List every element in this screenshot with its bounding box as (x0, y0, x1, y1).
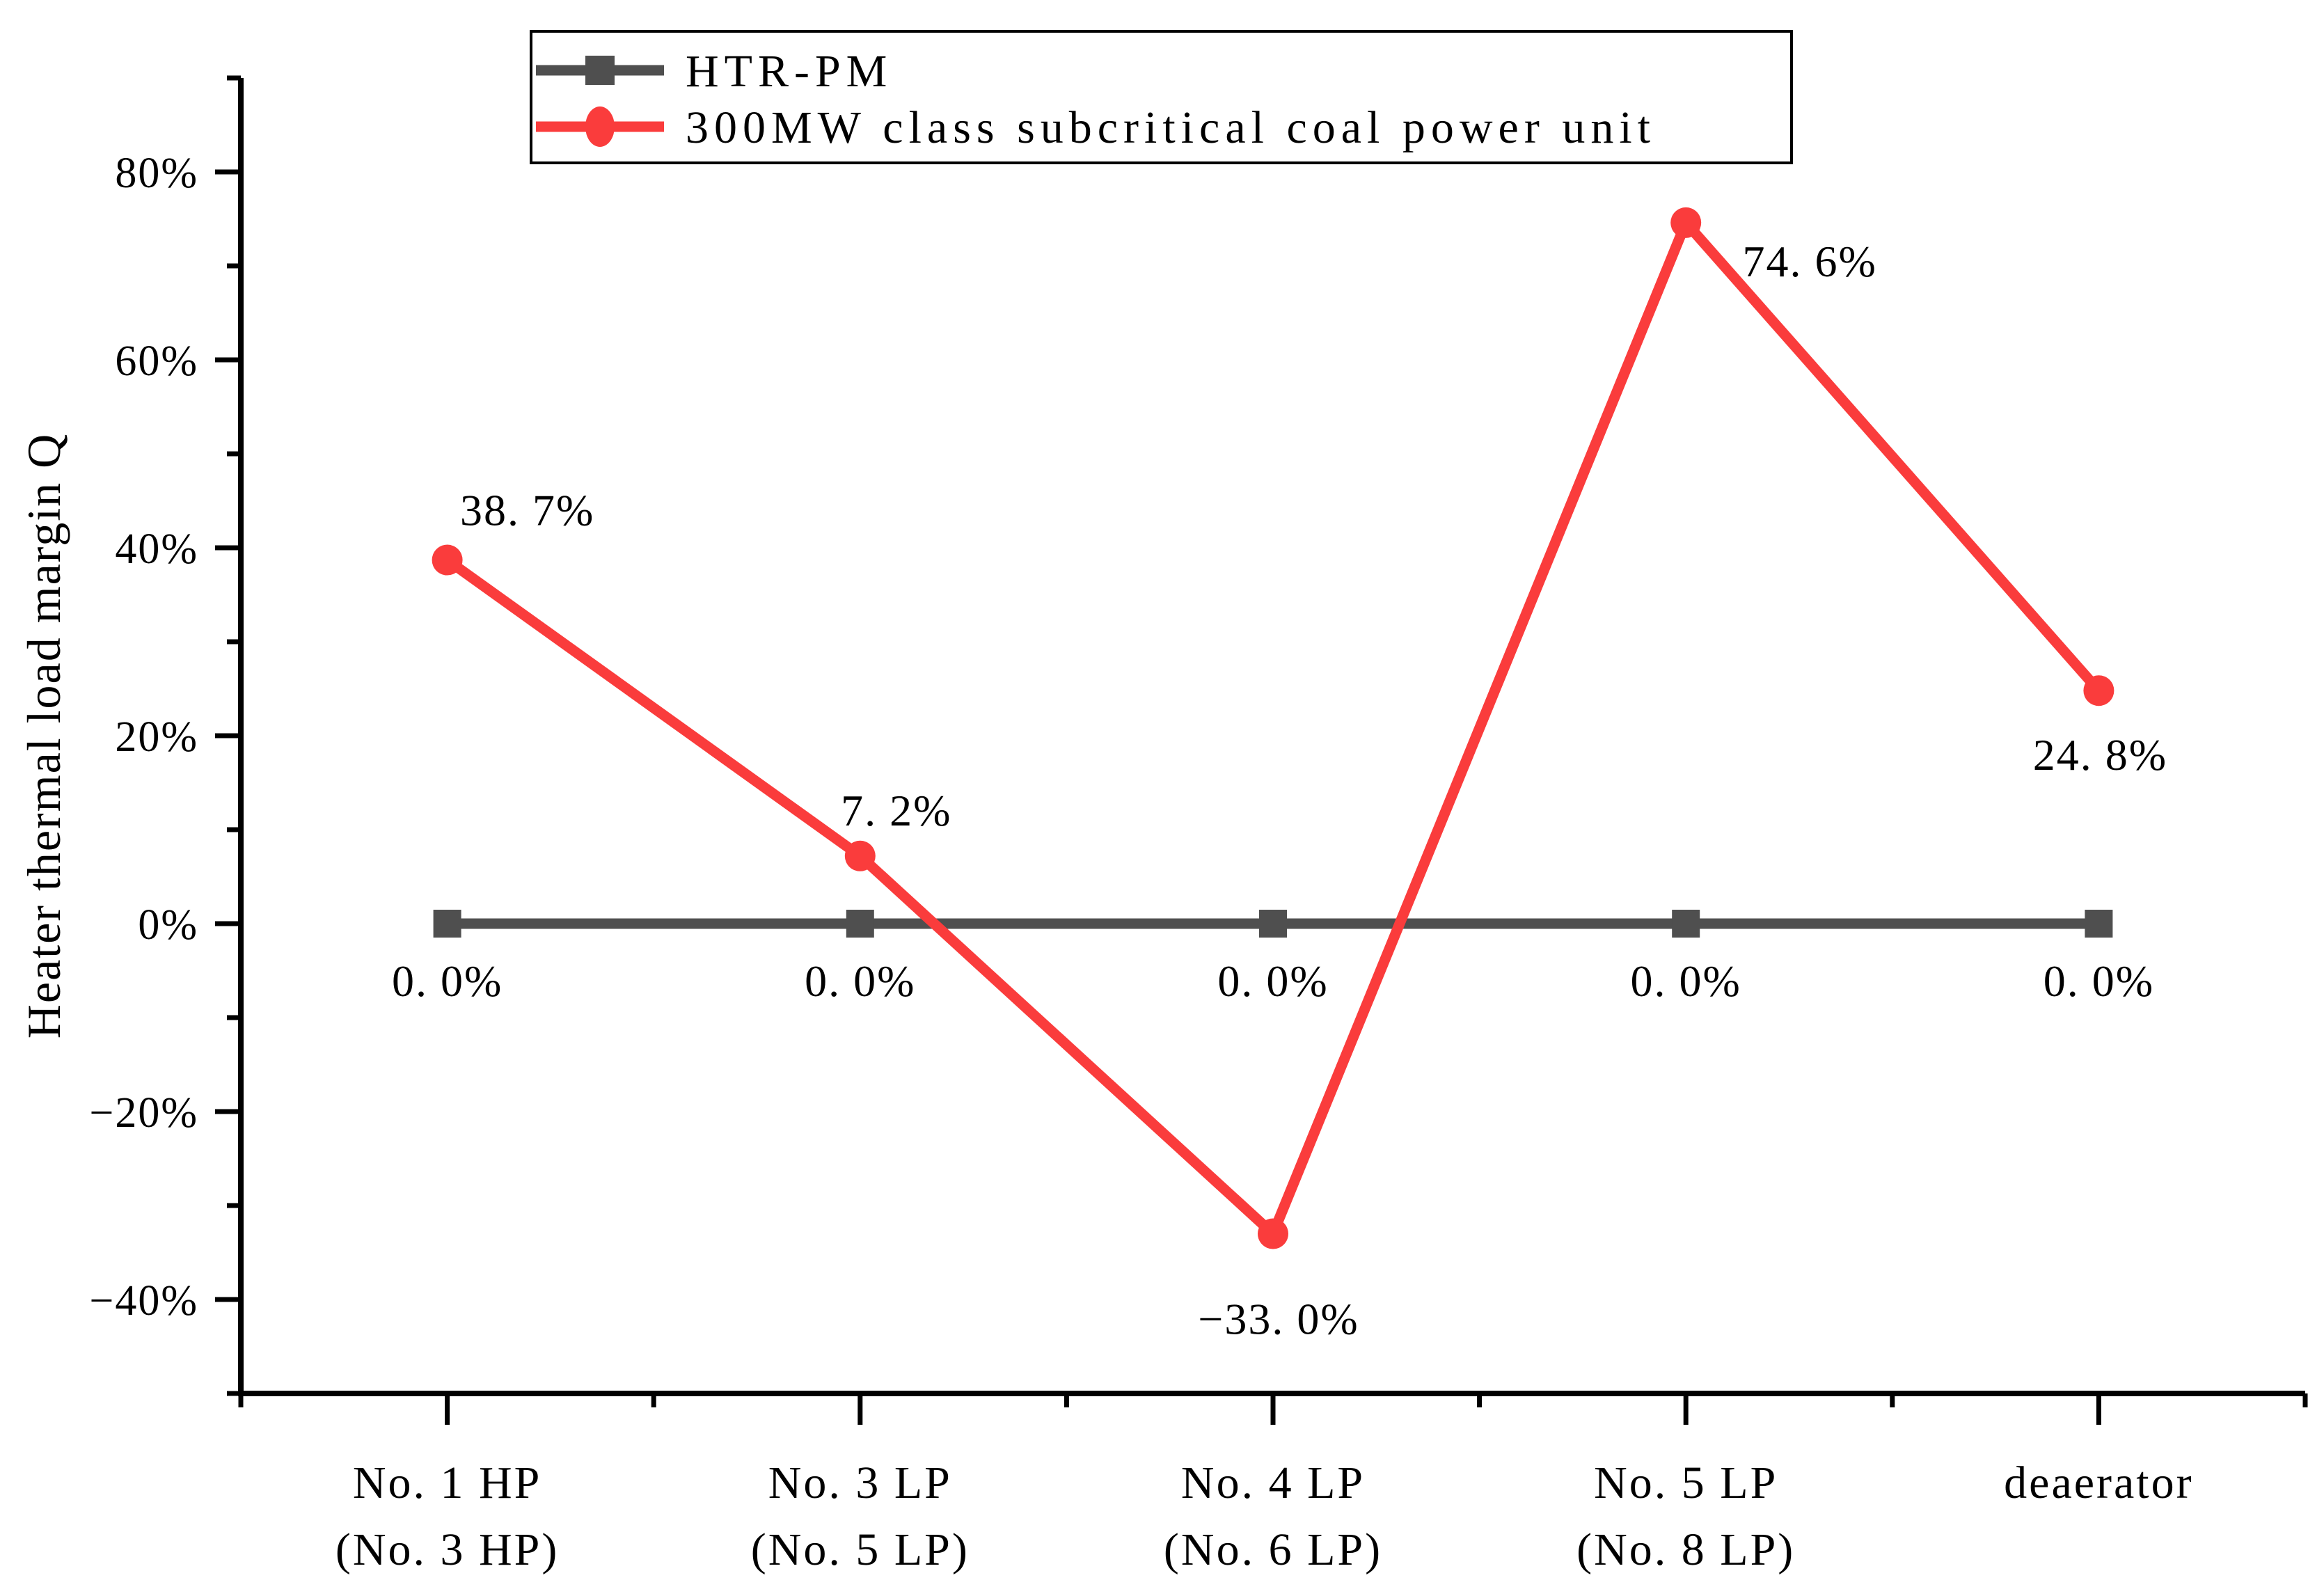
x-tick-label-sub: (No. 8 LP) (1576, 1524, 1795, 1575)
x-tick-label: No. 4 LP (1181, 1457, 1365, 1508)
x-tick-label: No. 3 LP (768, 1457, 952, 1508)
x-tick-label: No. 1 HP (353, 1457, 542, 1508)
data-point-square (433, 910, 461, 938)
y-tick-label: 80% (115, 150, 198, 197)
legend-label-htr-pm: HTR-PM (686, 46, 892, 97)
data-point-label: 7. 2% (841, 786, 951, 835)
legend: HTR-PM 300MW class subcritical coal powe… (530, 30, 1793, 164)
data-point-label: 38. 7% (460, 486, 594, 535)
y-tick-label: 60% (115, 338, 198, 385)
plot-area: −40% −20% 0% 20% 40% 60% 80% No. 1 HP (No. 3 HP)… (89, 75, 2308, 1575)
series-line-circle (442, 212, 2104, 1243)
data-point-square (1672, 910, 1700, 938)
data-point-square (846, 910, 874, 938)
data-point-circle (432, 544, 463, 576)
data-point-circle (1670, 207, 1702, 238)
data-point-circle (2083, 675, 2114, 706)
data-point-circle (844, 840, 876, 871)
circle-marker-icon (585, 106, 615, 147)
x-tick-label: deaerator (2004, 1457, 2193, 1508)
data-point-label: 0. 0% (2044, 956, 2154, 1006)
legend-entry-coal-unit: 300MW class subcritical coal power unit (536, 102, 1656, 153)
data-point-label: 0. 0% (805, 956, 915, 1006)
y-axis-title: Heater thermal load margin Q (17, 433, 70, 1038)
x-tick-label: No. 5 LP (1594, 1457, 1778, 1508)
data-point-square (2085, 910, 2113, 938)
y-tick-label: 40% (115, 526, 198, 573)
data-point-square (1259, 910, 1287, 938)
y-tick-label: 0% (138, 901, 198, 949)
y-tick-label: 20% (115, 713, 198, 761)
x-tick-label-sub: (No. 5 LP) (751, 1524, 970, 1575)
data-point-label: 74. 6% (1743, 237, 1877, 286)
data-point-label: 0. 0% (392, 956, 503, 1006)
square-marker-icon (585, 56, 615, 85)
data-point-circle (1258, 1218, 1288, 1249)
x-tick-label-sub: (No. 3 HP) (335, 1524, 560, 1575)
legend-entry-htr-pm: HTR-PM (536, 46, 892, 97)
data-point-label: 0. 0% (1217, 956, 1328, 1006)
legend-label-coal-unit: 300MW class subcritical coal power unit (686, 102, 1656, 153)
y-tick-label: −20% (89, 1089, 198, 1137)
legend-box (530, 30, 1793, 164)
y-tick-label: −40% (89, 1277, 198, 1325)
data-point-label: 0. 0% (1631, 956, 1741, 1006)
x-tick-label-sub: (No. 6 LP) (1164, 1524, 1382, 1575)
data-point-label: −33. 0% (1198, 1295, 1359, 1344)
data-point-label: 24. 8% (2033, 730, 2167, 780)
